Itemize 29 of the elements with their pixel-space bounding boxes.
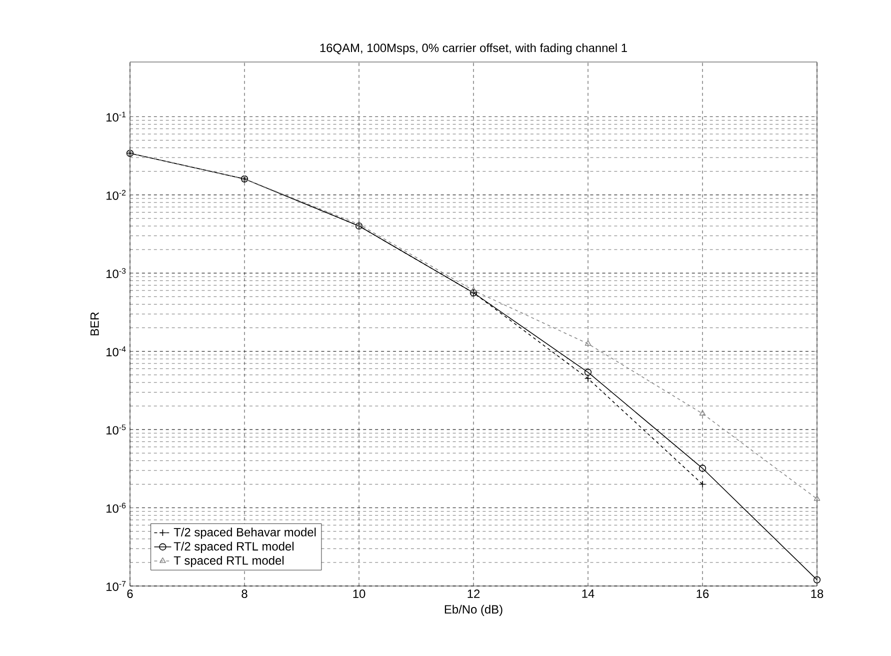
y-tick-label: 10$^{-3}$	[106, 268, 126, 278]
x-tick-label: 6	[127, 590, 133, 598]
x-tick-label: 12	[468, 590, 480, 598]
point	[698, 464, 706, 472]
y-tick-label: 10$^{-7}$	[106, 581, 126, 591]
x-axis-title: Eb/No (dB)	[444, 604, 502, 616]
x-tick-label: 8	[242, 590, 248, 598]
y-tick-label: 10$^{-1}$	[106, 112, 126, 122]
point	[356, 220, 362, 226]
point	[584, 340, 592, 346]
legend-label: T spaced RTL model	[174, 556, 284, 568]
y-tick-label: 10$^{-6}$	[106, 502, 126, 513]
x-tick-label: 16	[696, 590, 709, 598]
point	[813, 576, 821, 584]
legend-label: T/2 spaced RTL model	[174, 542, 294, 553]
x-tick-label: 10	[353, 590, 366, 598]
point	[698, 480, 706, 488]
y-tick-label: 10$^{-5}$	[106, 424, 126, 435]
x-tick-label: 18	[811, 590, 824, 598]
point	[699, 410, 706, 416]
legend-label: T/2 spaced Behavar model	[174, 528, 316, 539]
x-tick-label: 14	[582, 590, 594, 598]
point	[814, 495, 820, 501]
y-axis-title: BER	[90, 312, 99, 336]
y-tick-label: 10$^{-2}$	[106, 190, 126, 200]
y-tick-label: 10$^{-4}$	[106, 346, 126, 356]
chart-title: 16QAM, 100Msps, 0% carrier offset, with fading channel 1	[320, 43, 627, 55]
point	[584, 368, 592, 376]
point	[470, 286, 477, 292]
